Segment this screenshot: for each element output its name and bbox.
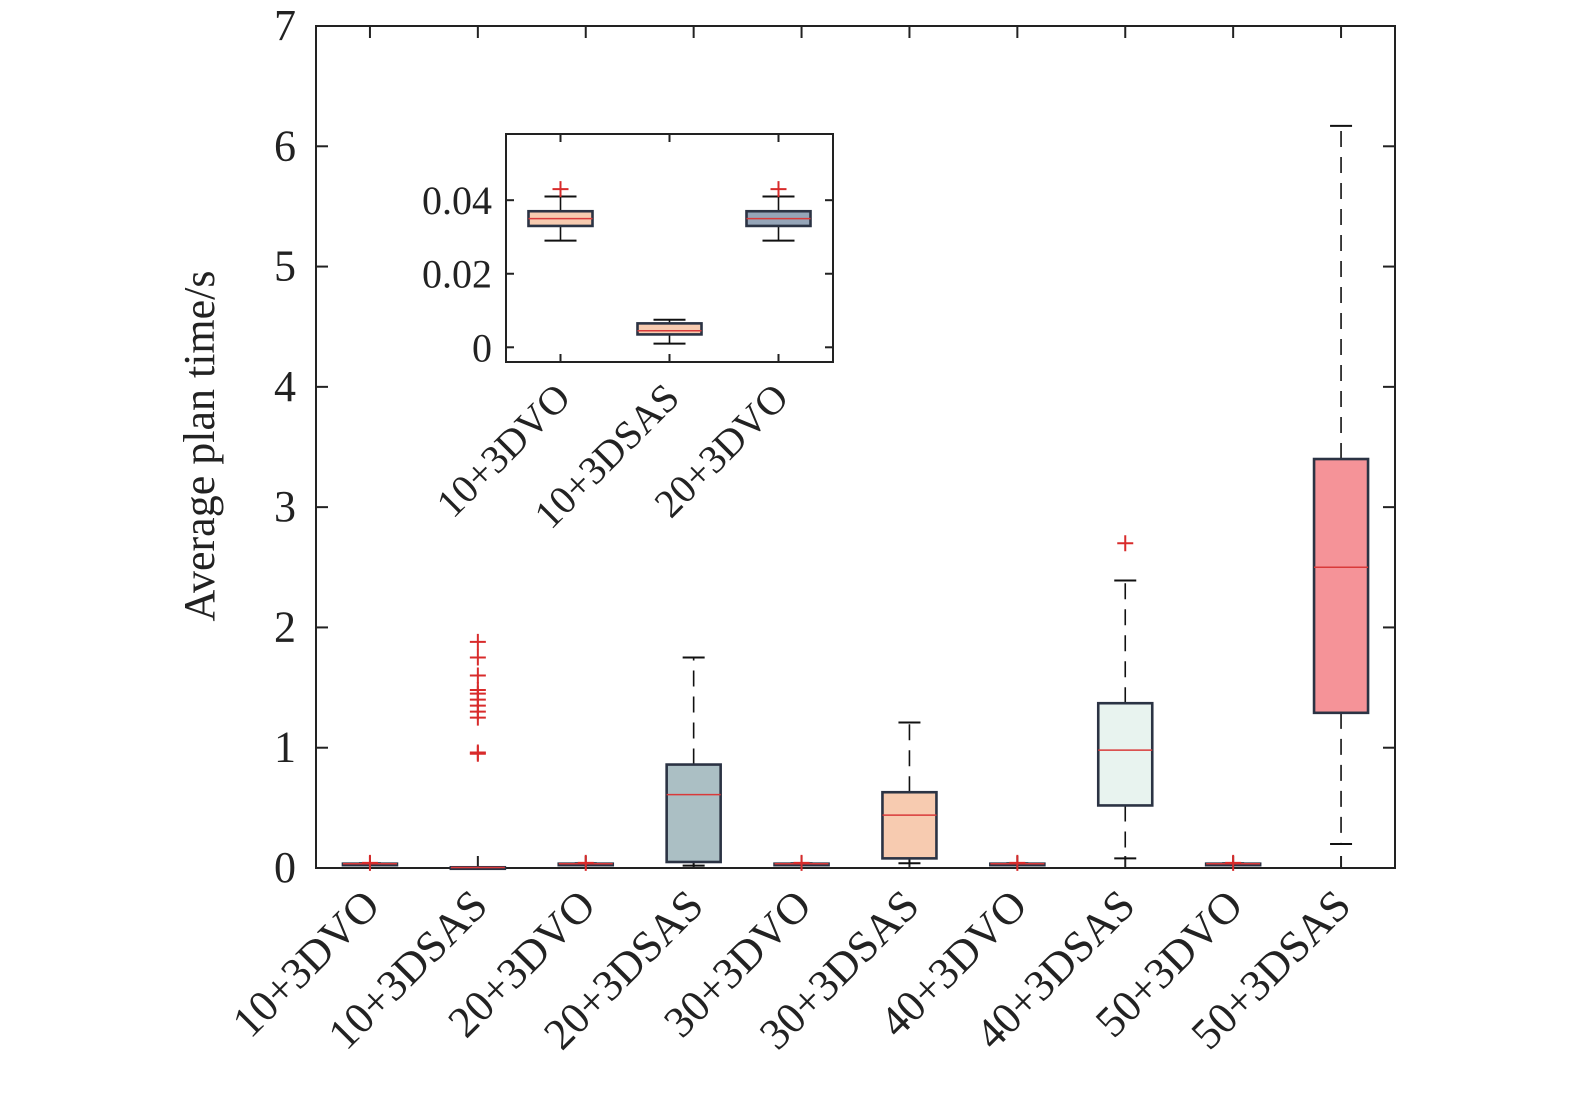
inset-y-tick-label: 0.04 [422,178,492,223]
box [1312,457,1370,715]
y-tick-label: 4 [274,362,296,411]
y-axis-label: Average plan time/s [175,270,224,621]
outlier-marker [469,667,486,684]
outlier-marker [793,854,810,871]
outlier-marker [1225,854,1242,871]
axes-frame [315,25,1396,869]
y-tick-label: 1 [274,723,296,772]
y-tick-label: 6 [274,121,296,170]
inset-box [636,322,703,336]
outlier-marker [361,854,378,871]
y-tick-label: 7 [274,1,296,50]
box [1096,701,1154,807]
y-tick-label: 0 [274,843,296,892]
inset-outlier-marker [552,181,569,198]
main-plot: 0123456710+3DVO10+3DSAS20+3DVO20+3DSAS30… [223,1,1396,1059]
inset-y-tick-label: 0.02 [422,252,492,297]
inset-outlier-marker [770,181,787,198]
outlier-marker [469,633,486,650]
box [881,790,938,860]
outlier-marker [469,649,486,666]
y-tick-label: 5 [274,242,296,291]
outlier-marker [1009,854,1026,871]
outlier-marker [469,744,486,761]
y-tick-label: 2 [274,602,296,651]
inset-y-tick-label: 0 [472,325,492,370]
y-tick-label: 3 [274,482,296,531]
box [665,763,722,864]
outlier-marker [577,854,594,871]
outlier-marker [1117,535,1134,552]
outlier-marker [469,681,486,698]
